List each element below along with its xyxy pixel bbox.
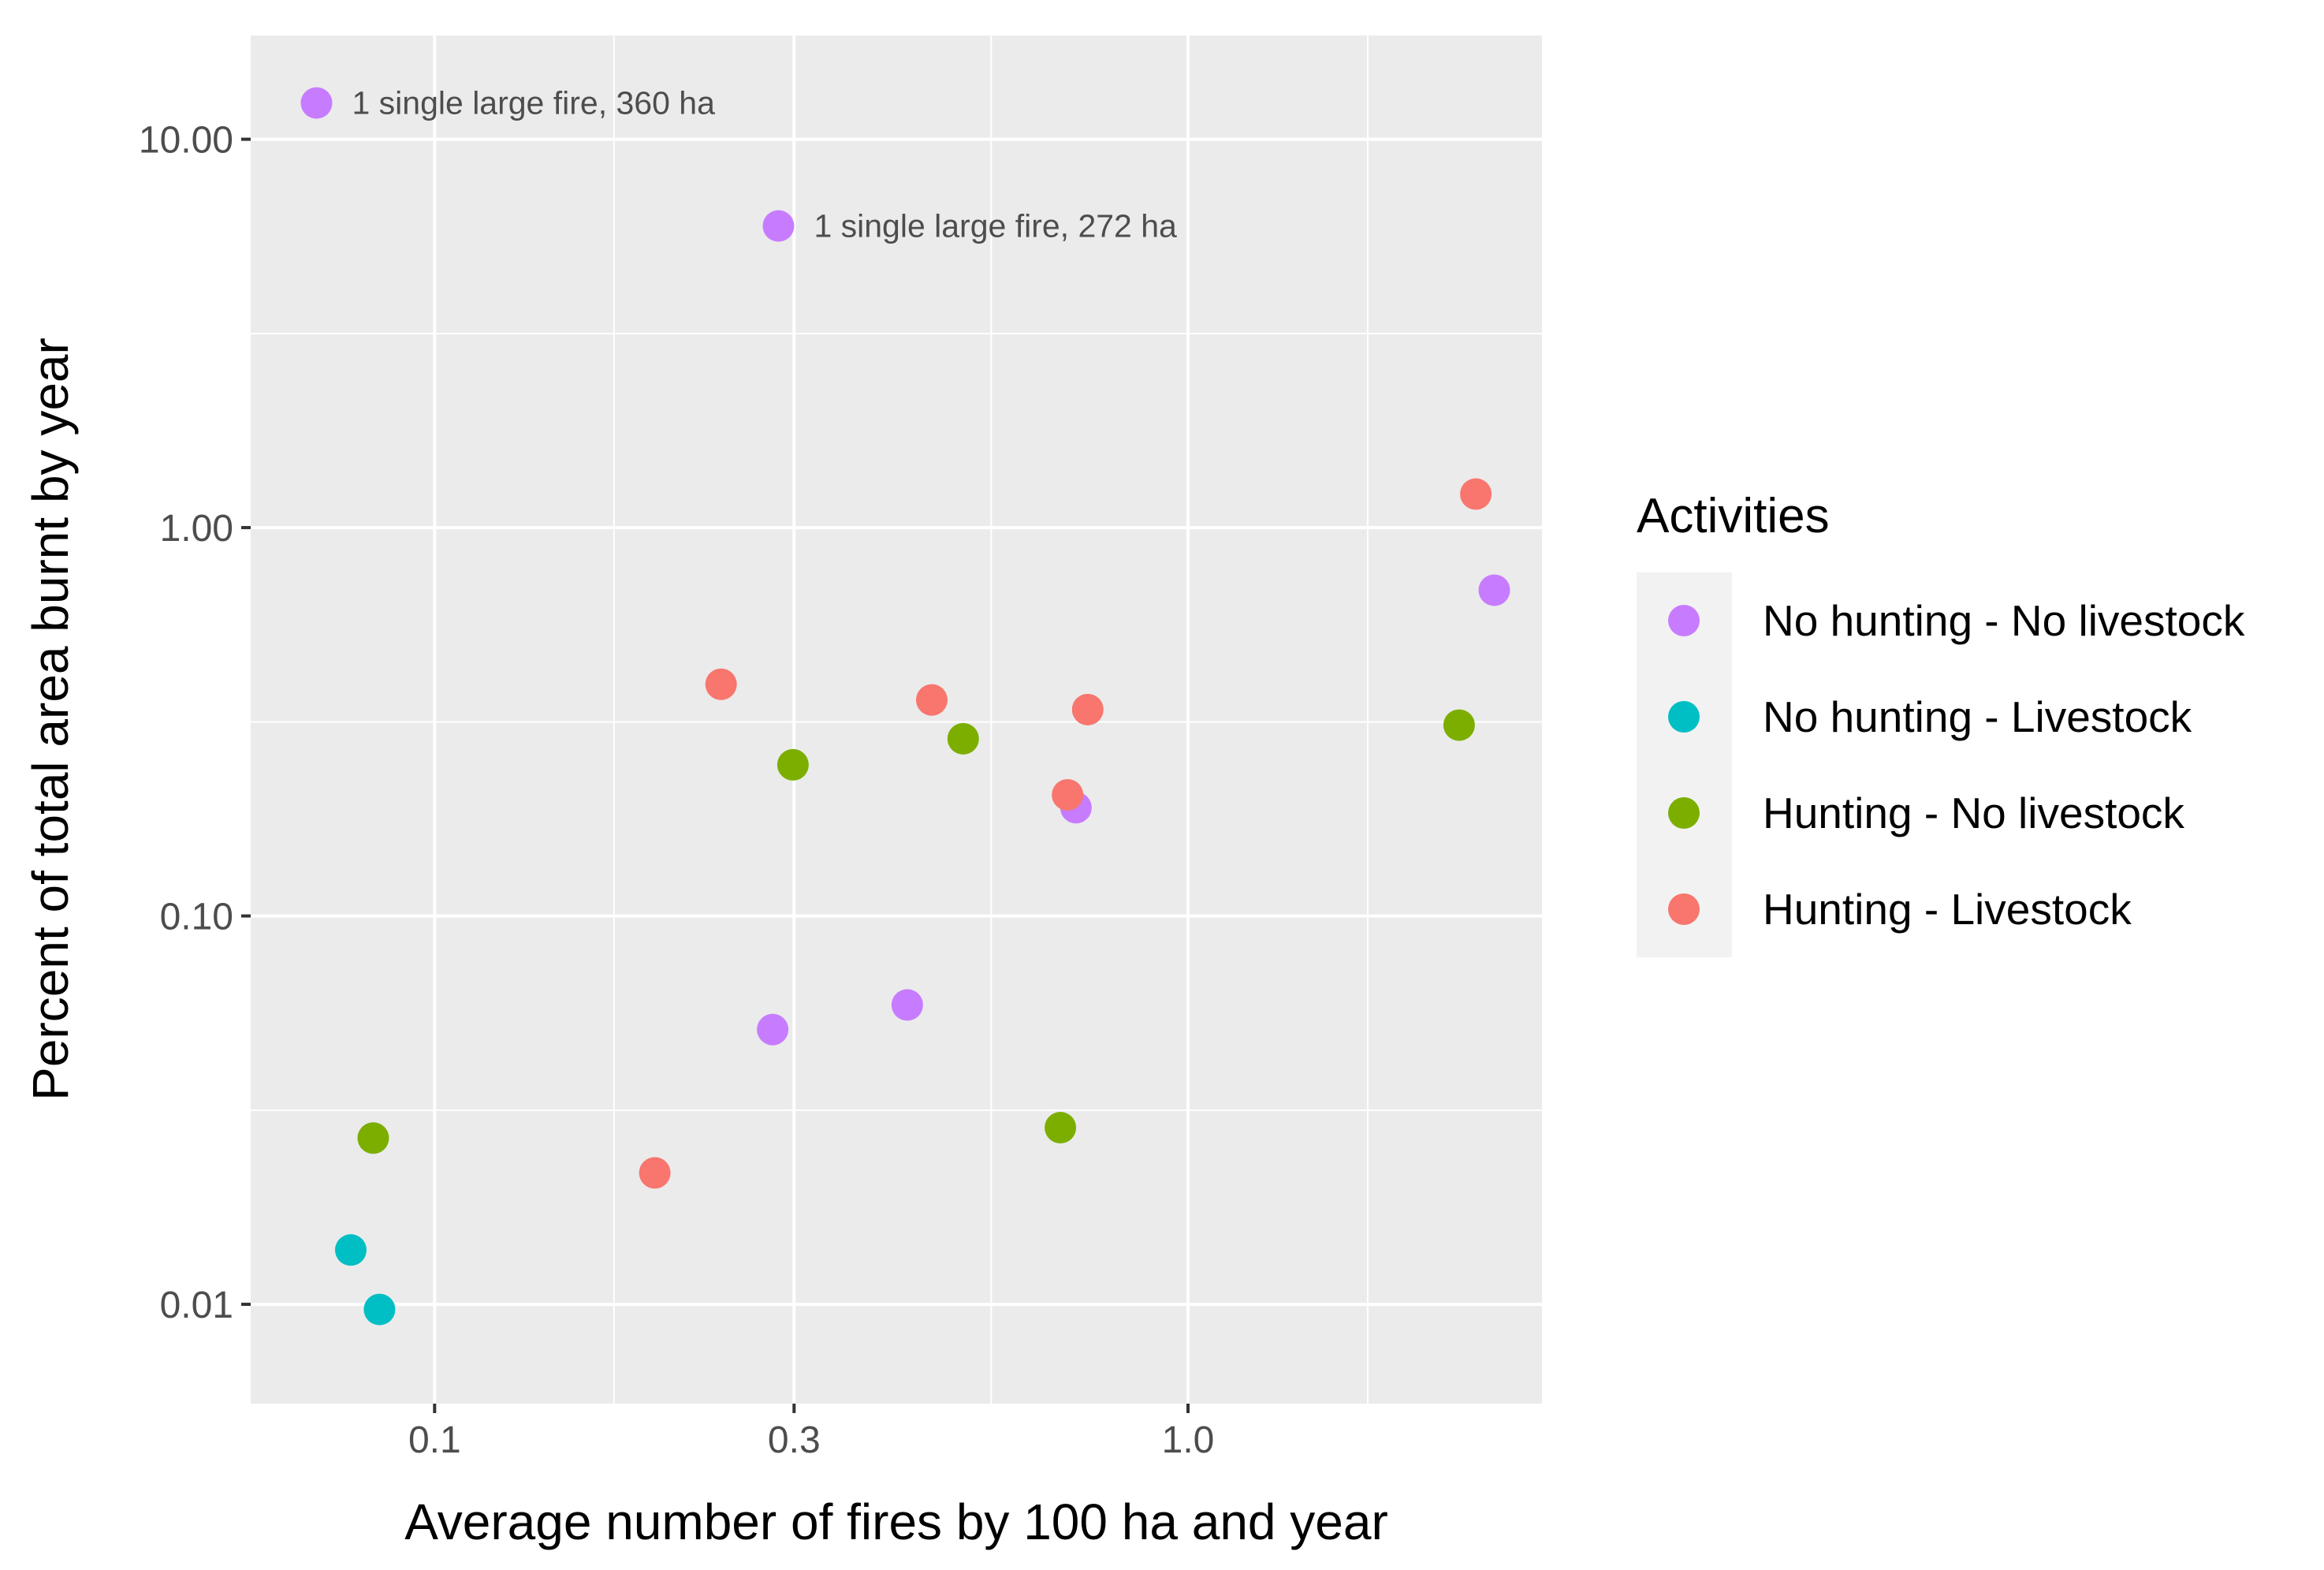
y-tick-label: 0.01 <box>160 1285 233 1326</box>
data-point <box>1478 574 1510 606</box>
minor-gridlines <box>251 35 1542 1404</box>
data-points <box>300 87 1510 1326</box>
data-point <box>891 989 923 1021</box>
data-point <box>334 1234 367 1266</box>
legend-label: No hunting - No livestock <box>1763 596 2245 645</box>
annotations: 1 single large fire, 360 ha 1 single larg… <box>352 85 1177 244</box>
legend-entries: No hunting - No livestock No hunting - Li… <box>1668 596 2245 934</box>
data-point <box>947 722 979 755</box>
data-point <box>705 668 737 700</box>
legend-key <box>1668 605 1700 636</box>
x-axis-title: Average number of fires by 100 ha and ye… <box>404 1494 1388 1550</box>
annotation-label: 1 single large fire, 272 ha <box>814 208 1177 244</box>
legend-title: Activities <box>1637 489 1830 543</box>
data-point <box>1443 709 1475 741</box>
data-point <box>363 1293 396 1326</box>
legend-key <box>1668 893 1700 925</box>
y-axis-title: Percent of total area burnt by year <box>22 337 79 1101</box>
data-point <box>357 1122 389 1154</box>
x-tick-label: 0.3 <box>768 1419 821 1461</box>
y-axis: 0.01 0.10 1.00 10.00 <box>139 120 251 1326</box>
data-point <box>300 87 333 119</box>
legend-key <box>1668 701 1700 733</box>
y-tick-label: 0.10 <box>160 897 233 938</box>
legend-key-background <box>1637 572 1732 957</box>
x-axis: 0.1 0.3 1.0 <box>408 1404 1214 1461</box>
y-tick-label: 10.00 <box>139 120 233 162</box>
data-point <box>1071 693 1104 725</box>
data-point <box>762 210 795 242</box>
legend-label: No hunting - Livestock <box>1763 692 2192 741</box>
data-point <box>757 1013 789 1046</box>
data-point <box>1045 1112 1077 1144</box>
major-gridlines <box>251 35 1542 1404</box>
data-point <box>1052 779 1084 811</box>
plot-panel <box>251 35 1542 1404</box>
x-tick-label: 0.1 <box>408 1419 461 1461</box>
y-tick-label: 1.00 <box>160 508 233 550</box>
data-point <box>915 684 948 716</box>
legend-label: Hunting - Livestock <box>1763 885 2132 934</box>
data-point <box>777 748 809 781</box>
data-point <box>1460 478 1492 510</box>
legend-label: Hunting - No livestock <box>1763 789 2184 837</box>
data-point <box>639 1157 671 1189</box>
legend-key <box>1668 797 1700 829</box>
annotation-label: 1 single large fire, 360 ha <box>352 85 715 121</box>
x-tick-label: 1.0 <box>1162 1419 1215 1461</box>
